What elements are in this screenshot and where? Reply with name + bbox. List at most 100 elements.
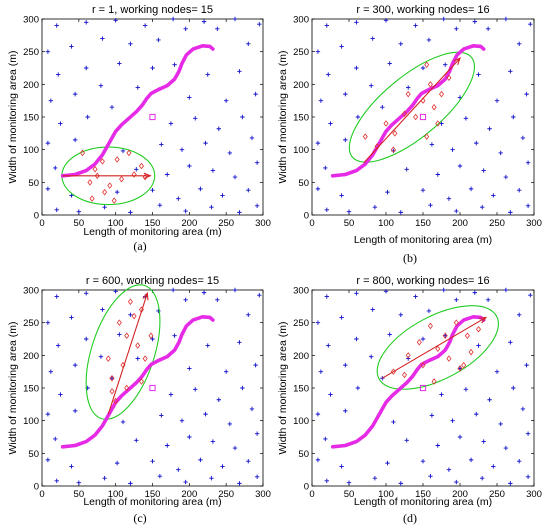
working-node bbox=[124, 332, 130, 339]
sensor-node bbox=[343, 408, 348, 414]
sensor-node bbox=[454, 297, 459, 302]
sensor-node bbox=[468, 186, 474, 192]
sensor-node bbox=[318, 369, 324, 374]
sensor-node bbox=[508, 340, 513, 345]
sensor-node bbox=[249, 406, 255, 412]
working-node bbox=[111, 197, 117, 204]
x-tick-label: 300 bbox=[255, 489, 271, 500]
working-node bbox=[435, 345, 441, 353]
x-tick-label: 200 bbox=[452, 218, 468, 229]
working-node bbox=[416, 339, 422, 346]
sensor-node bbox=[237, 481, 242, 486]
sensor-node bbox=[45, 49, 51, 54]
working-node bbox=[401, 371, 408, 379]
sensor-node bbox=[380, 105, 385, 110]
y-tick-label: 100 bbox=[293, 416, 309, 427]
y-tick-label: 300 bbox=[293, 286, 309, 297]
sensor-node bbox=[343, 362, 348, 368]
sensor-node bbox=[385, 189, 390, 195]
sensor-node bbox=[113, 289, 118, 294]
sensor-node bbox=[128, 210, 133, 215]
sensor-node bbox=[45, 457, 51, 463]
prediction-arrow bbox=[382, 316, 487, 379]
chart-title: r = 800, working nodes= 16 bbox=[356, 275, 489, 287]
x-tick-label: 50 bbox=[344, 489, 355, 500]
sensor-node bbox=[413, 294, 418, 299]
sensor-node bbox=[487, 126, 492, 131]
plot-frame bbox=[41, 289, 264, 487]
sensor-node bbox=[503, 287, 509, 293]
x-tick-label: 150 bbox=[415, 489, 431, 500]
working-node bbox=[113, 397, 119, 405]
x-tick-label: 0 bbox=[39, 489, 44, 500]
sensor-node bbox=[398, 312, 403, 318]
sensor-node bbox=[84, 20, 89, 25]
sensor-node bbox=[406, 356, 411, 361]
sensor-node bbox=[324, 294, 329, 299]
y-tick-label: 200 bbox=[23, 80, 39, 91]
sensor-node bbox=[120, 148, 126, 154]
x-tick-label: 300 bbox=[255, 218, 271, 229]
sensor-node bbox=[58, 121, 63, 126]
panel-caption: (c) bbox=[133, 511, 146, 525]
sensor-node bbox=[474, 140, 479, 146]
sensor-node bbox=[246, 187, 251, 193]
sensor-node bbox=[481, 168, 486, 173]
sensor-node bbox=[429, 413, 435, 418]
sensor-node bbox=[254, 160, 260, 165]
sensor-node bbox=[385, 460, 390, 466]
sensor-node bbox=[183, 26, 188, 31]
working-node bbox=[138, 378, 144, 385]
sensor-node bbox=[369, 83, 374, 88]
plot-frame bbox=[311, 18, 535, 216]
working-node bbox=[142, 355, 148, 362]
sensor-node bbox=[528, 22, 533, 27]
working-node bbox=[109, 388, 115, 395]
y-tick-label: 200 bbox=[293, 351, 309, 362]
sensor-node bbox=[135, 85, 140, 90]
sensor-node bbox=[463, 116, 469, 121]
sensor-node bbox=[193, 116, 198, 121]
plot-frame bbox=[41, 18, 264, 216]
sensor-node bbox=[498, 150, 503, 156]
sensor-node bbox=[246, 41, 251, 47]
sensor-node bbox=[326, 72, 331, 77]
x-tick-label: 200 bbox=[452, 489, 468, 500]
y-tick-label: 50 bbox=[298, 449, 309, 460]
sensor-node bbox=[257, 22, 262, 27]
sensor-node bbox=[176, 467, 181, 472]
y-tick-label: 50 bbox=[28, 178, 39, 189]
sensor-node bbox=[179, 418, 185, 423]
x-tick-label: 250 bbox=[218, 489, 234, 500]
working-node bbox=[401, 110, 408, 117]
sensor-node bbox=[435, 172, 440, 177]
working-node bbox=[405, 352, 411, 359]
working-node bbox=[102, 188, 108, 196]
sink-node bbox=[419, 384, 427, 392]
y-tick-label: 0 bbox=[304, 482, 309, 493]
sensor-node bbox=[404, 167, 409, 172]
sensor-node bbox=[128, 41, 133, 47]
sensor-node bbox=[165, 172, 170, 177]
sensor-node bbox=[315, 411, 321, 417]
sensor-node bbox=[476, 343, 481, 348]
sensor-node bbox=[227, 150, 233, 156]
x-tick-label: 200 bbox=[181, 489, 197, 500]
working-node bbox=[435, 120, 441, 127]
x-tick-label: 150 bbox=[145, 218, 161, 229]
working-node bbox=[114, 156, 120, 163]
sensor-node bbox=[254, 474, 260, 480]
sensor-node bbox=[441, 16, 446, 22]
working-node bbox=[87, 179, 93, 186]
x-tick-label: 250 bbox=[489, 218, 505, 229]
sensor-node bbox=[323, 165, 328, 171]
x-tick-label: 100 bbox=[378, 489, 394, 500]
y-tick-label: 100 bbox=[293, 145, 309, 156]
y-tick-label: 150 bbox=[293, 113, 309, 124]
y-tick-label: 300 bbox=[23, 15, 39, 26]
sensor-node bbox=[85, 114, 90, 120]
sensor-node bbox=[503, 16, 509, 22]
sensor-node bbox=[45, 140, 51, 146]
sensor-node bbox=[168, 121, 174, 126]
sensor-node bbox=[443, 62, 448, 67]
